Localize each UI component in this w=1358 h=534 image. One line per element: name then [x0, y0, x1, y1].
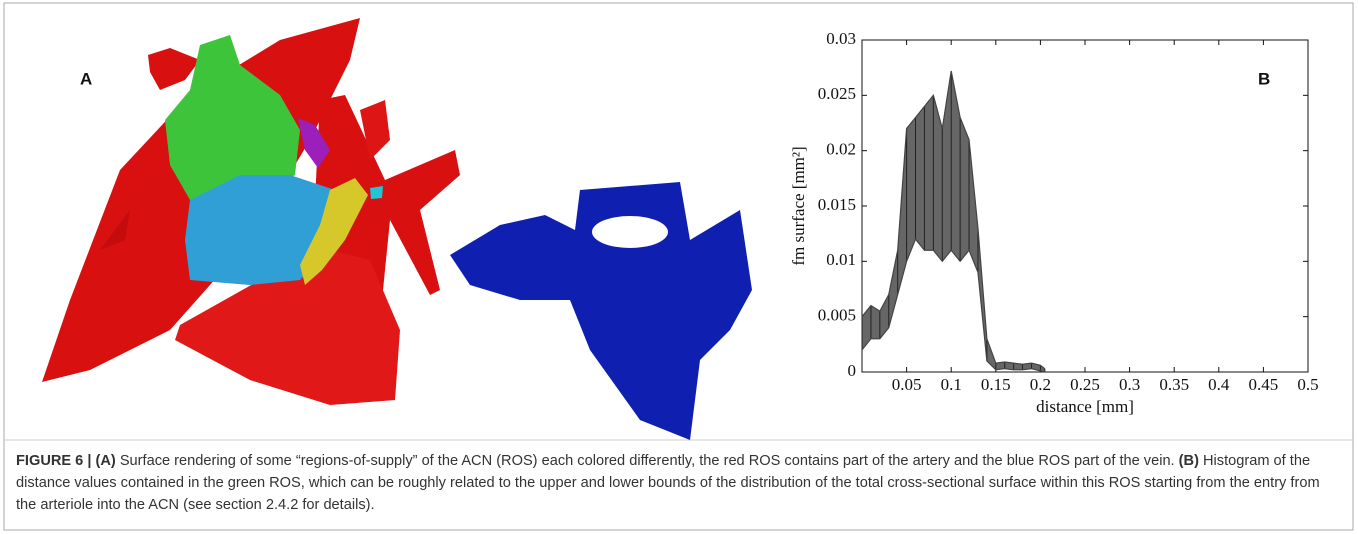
caption-text: Histogram of the distance values contain…	[16, 453, 1320, 513]
y-tick-label: 0.01	[826, 250, 856, 269]
x-tick-label: 0.35	[1159, 375, 1189, 394]
red-fragment	[360, 100, 390, 160]
x-tick-label: 0.4	[1208, 375, 1230, 394]
panel-label: B	[1258, 69, 1270, 88]
x-tick-label: 0.5	[1297, 375, 1318, 394]
x-tick-label: 0.3	[1119, 375, 1140, 394]
blue-ros	[185, 175, 335, 285]
x-tick-label: 0.15	[981, 375, 1011, 394]
green-ros	[165, 35, 300, 215]
caption-label: (B)	[1178, 453, 1199, 469]
y-tick-label: 0.005	[818, 306, 856, 325]
panel-label: A	[80, 69, 92, 88]
x-tick-label: 0.2	[1030, 375, 1051, 394]
caption: FIGURE 6 | (A) Surface rendering of some…	[16, 450, 1341, 516]
cyan-ros	[370, 186, 383, 199]
y-axis-label: fm surface [mm²]	[789, 146, 808, 265]
surface-rendering	[42, 18, 752, 440]
x-tick-label: 0.1	[941, 375, 962, 394]
vein-ros	[450, 182, 752, 440]
caption-text: Surface rendering of some “regions-of-su…	[115, 453, 1179, 469]
y-tick-label: 0.015	[818, 195, 856, 214]
bound-line	[861, 70, 1046, 370]
x-tick-label: 0.05	[892, 375, 922, 394]
y-tick-label: 0.03	[826, 29, 856, 48]
yellow-ros	[300, 178, 368, 285]
vein-loop-hole	[592, 216, 668, 248]
caption-label: FIGURE 6 | (A)	[16, 453, 116, 469]
bound-line	[861, 238, 1046, 373]
y-tick-label: 0.02	[826, 140, 856, 159]
y-tick-label: 0.025	[818, 84, 856, 103]
band	[862, 70, 1045, 372]
artery-edge	[100, 210, 130, 250]
figure-frame	[3, 2, 1354, 531]
magenta-ros	[298, 118, 330, 168]
red-network	[175, 250, 400, 405]
x-axis-label: distance [mm]	[1036, 397, 1134, 416]
x-tick-label: 0.25	[1070, 375, 1100, 394]
red-fragment	[148, 48, 200, 90]
x-tick-label: 0.45	[1249, 375, 1279, 394]
y-tick-label: 0	[848, 361, 857, 380]
